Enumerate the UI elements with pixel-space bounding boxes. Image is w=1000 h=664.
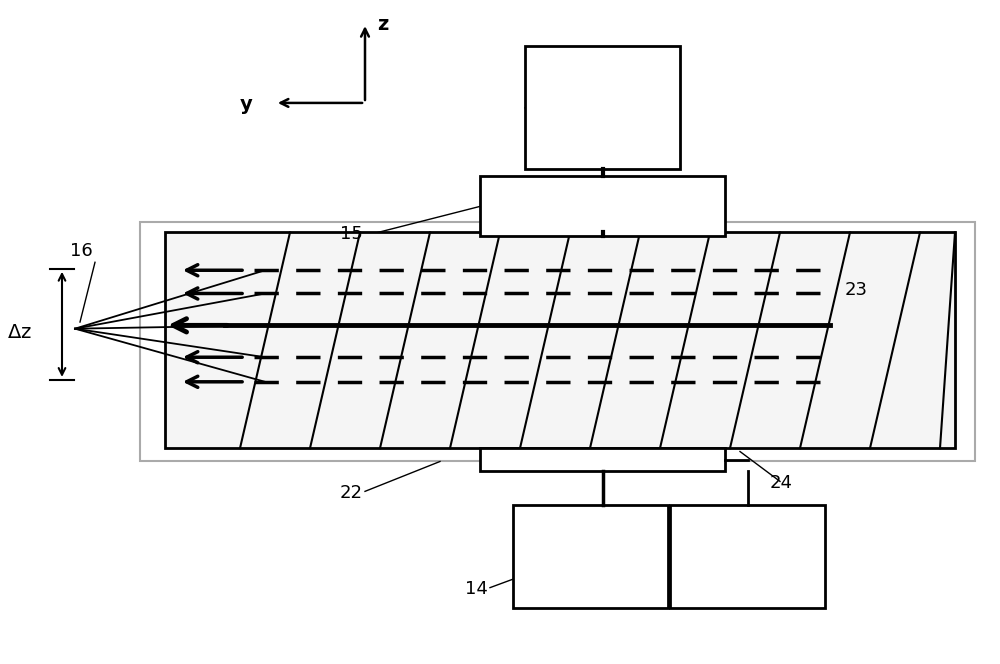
Bar bbox=[525, 46, 680, 169]
Text: 16: 16 bbox=[70, 242, 93, 260]
Bar bbox=[480, 448, 725, 471]
Text: 15: 15 bbox=[340, 225, 363, 243]
Text: z: z bbox=[377, 15, 388, 34]
Text: 12: 12 bbox=[545, 69, 568, 87]
Text: 24: 24 bbox=[770, 474, 793, 492]
Text: $\Delta$z: $\Delta$z bbox=[7, 323, 32, 342]
Text: y: y bbox=[240, 94, 253, 114]
Bar bbox=[670, 505, 825, 608]
Text: 14: 14 bbox=[465, 580, 488, 598]
Text: 21: 21 bbox=[710, 580, 733, 598]
Bar bbox=[480, 176, 725, 236]
Bar bbox=[140, 222, 975, 461]
Text: 23: 23 bbox=[845, 282, 868, 299]
Bar bbox=[165, 232, 955, 448]
Bar bbox=[513, 505, 668, 608]
Text: 22: 22 bbox=[340, 484, 363, 502]
